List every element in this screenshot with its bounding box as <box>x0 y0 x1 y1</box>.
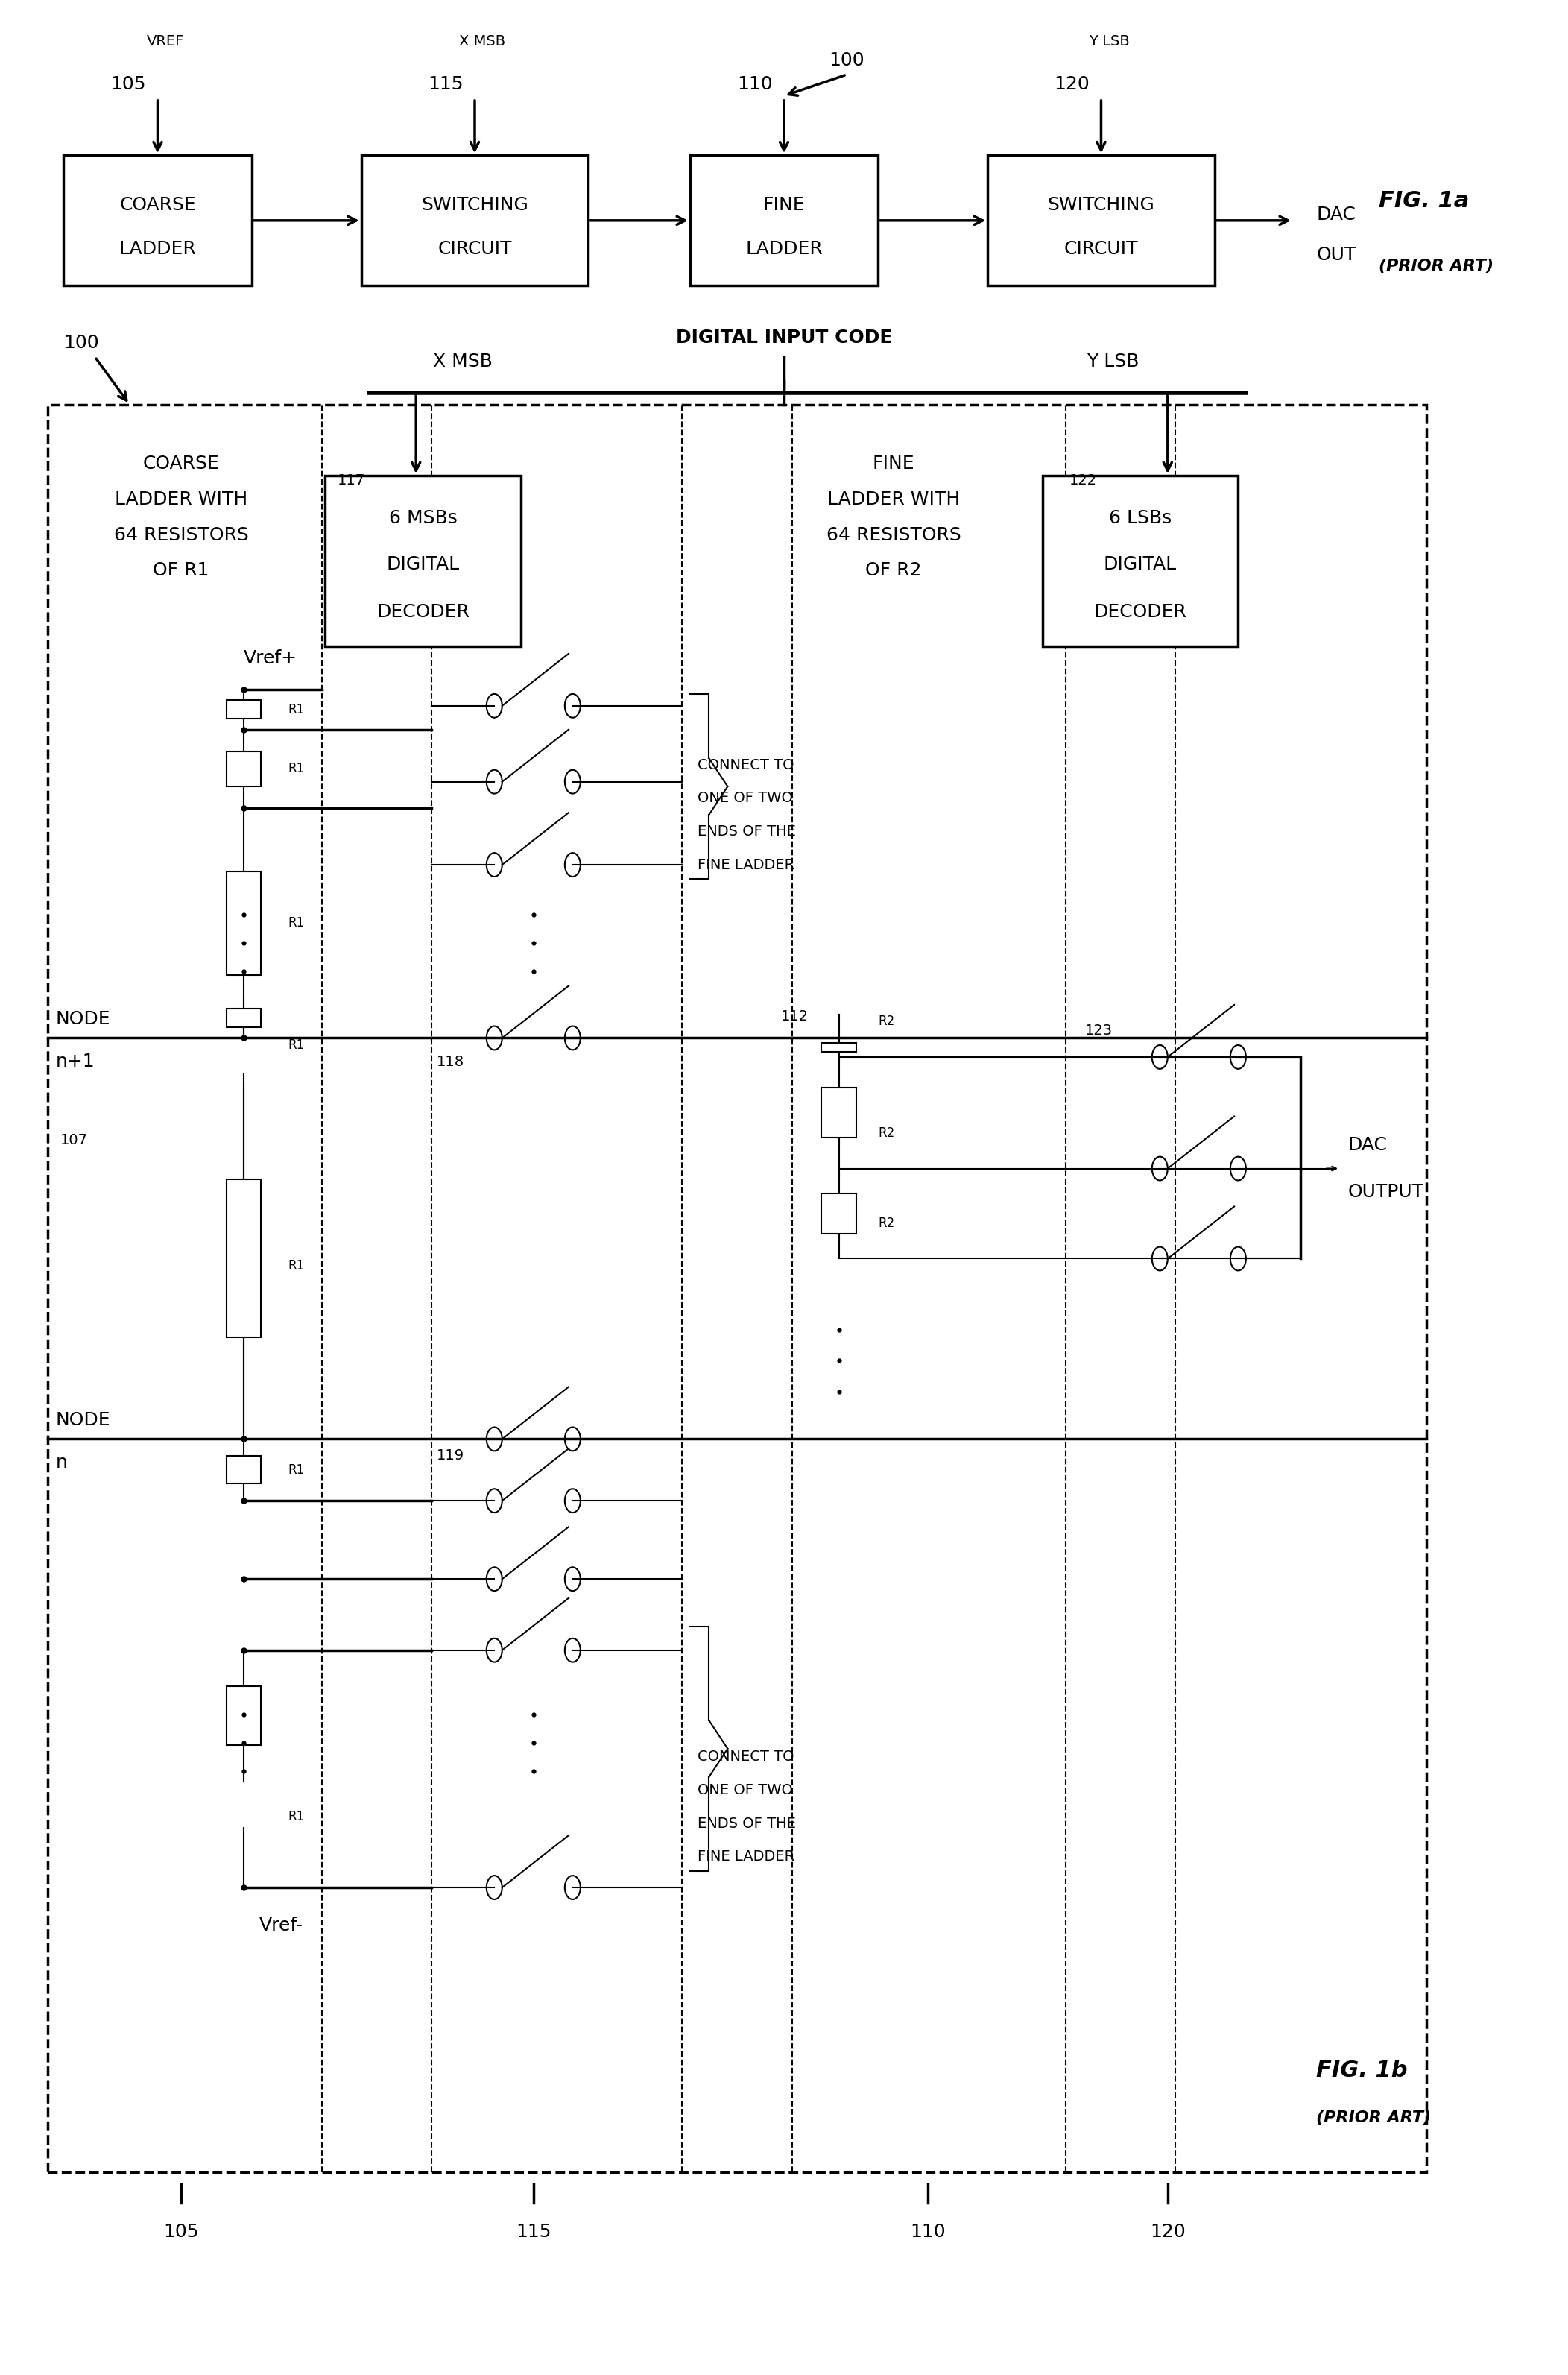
Text: R1: R1 <box>287 1038 304 1052</box>
Text: 100: 100 <box>64 335 99 352</box>
Text: NODE: NODE <box>56 1009 111 1028</box>
Text: Vref-: Vref- <box>259 1917 303 1933</box>
Text: ENDS OF THE: ENDS OF THE <box>698 824 797 838</box>
Text: 64 RESISTORS: 64 RESISTORS <box>826 525 961 544</box>
Text: 115: 115 <box>516 2223 550 2240</box>
Text: CONNECT TO: CONNECT TO <box>698 1750 795 1765</box>
Text: 107: 107 <box>61 1133 88 1147</box>
Text: LADDER: LADDER <box>745 240 823 259</box>
Text: n+1: n+1 <box>56 1052 96 1071</box>
Text: NODE: NODE <box>56 1411 111 1430</box>
Text: 120: 120 <box>1149 2223 1185 2240</box>
Text: FINE: FINE <box>872 454 914 473</box>
Text: 117: 117 <box>337 473 365 487</box>
Bar <box>226 872 260 974</box>
Bar <box>226 1686 260 1746</box>
Text: 115: 115 <box>428 76 463 93</box>
Bar <box>64 154 251 285</box>
Text: 105: 105 <box>111 76 146 93</box>
Text: SWITCHING: SWITCHING <box>1047 195 1154 214</box>
Text: R1: R1 <box>287 1810 304 1824</box>
Text: ENDS OF THE: ENDS OF THE <box>698 1817 797 1831</box>
Text: DIGITAL INPUT CODE: DIGITAL INPUT CODE <box>676 330 892 347</box>
Text: OF R1: OF R1 <box>154 560 209 580</box>
Text: DAC: DAC <box>1348 1135 1388 1154</box>
Text: 100: 100 <box>829 52 864 69</box>
Bar <box>226 701 260 717</box>
Bar <box>361 154 588 285</box>
Text: R2: R2 <box>878 1014 894 1028</box>
Bar <box>822 1043 856 1052</box>
Text: VREF: VREF <box>147 33 183 48</box>
Text: R2: R2 <box>878 1126 894 1140</box>
Text: 105: 105 <box>163 2223 199 2240</box>
Bar <box>822 1192 856 1235</box>
Text: SWITCHING: SWITCHING <box>422 195 528 214</box>
Text: R1: R1 <box>287 703 304 717</box>
Bar <box>988 154 1215 285</box>
Text: X MSB: X MSB <box>459 33 506 48</box>
Text: R1: R1 <box>287 1259 304 1273</box>
Text: OF R2: OF R2 <box>866 560 922 580</box>
Text: 119: 119 <box>436 1449 464 1463</box>
Text: Vref+: Vref+ <box>243 648 298 667</box>
Text: FINE LADDER: FINE LADDER <box>698 857 795 872</box>
Text: LADDER: LADDER <box>119 240 196 259</box>
Bar <box>49 404 1425 2173</box>
Text: 112: 112 <box>781 1009 809 1024</box>
Text: R1: R1 <box>287 917 304 929</box>
Text: R1: R1 <box>287 762 304 774</box>
Text: OUT: OUT <box>1317 247 1356 264</box>
Text: DIGITAL: DIGITAL <box>1104 556 1178 572</box>
Text: COARSE: COARSE <box>119 195 196 214</box>
Bar <box>226 1180 260 1337</box>
Text: CIRCUIT: CIRCUIT <box>1065 240 1138 259</box>
Bar <box>690 154 878 285</box>
Text: 110: 110 <box>737 76 773 93</box>
Text: FIG. 1b: FIG. 1b <box>1317 2059 1408 2080</box>
Text: 120: 120 <box>1054 76 1090 93</box>
Text: 64 RESISTORS: 64 RESISTORS <box>114 525 248 544</box>
Bar <box>822 1088 856 1138</box>
Text: Y LSB: Y LSB <box>1087 354 1138 370</box>
Text: ONE OF TWO: ONE OF TWO <box>698 791 793 805</box>
Text: DAC: DAC <box>1317 207 1356 223</box>
Text: 110: 110 <box>911 2223 946 2240</box>
Text: (PRIOR ART): (PRIOR ART) <box>1317 2111 1432 2126</box>
Text: DECODER: DECODER <box>376 603 469 622</box>
Text: (PRIOR ART): (PRIOR ART) <box>1378 259 1494 273</box>
Text: FIG. 1a: FIG. 1a <box>1378 190 1469 211</box>
Text: LADDER WITH: LADDER WITH <box>828 489 960 508</box>
Bar <box>226 750 260 786</box>
Text: DIGITAL: DIGITAL <box>386 556 459 572</box>
Text: CIRCUIT: CIRCUIT <box>437 240 511 259</box>
Text: Y LSB: Y LSB <box>1088 33 1129 48</box>
Text: COARSE: COARSE <box>143 454 220 473</box>
Text: 123: 123 <box>1085 1024 1112 1038</box>
Bar <box>325 475 521 646</box>
Text: FINE LADDER: FINE LADDER <box>698 1850 795 1864</box>
Text: R1: R1 <box>287 1463 304 1477</box>
Text: 118: 118 <box>436 1054 464 1069</box>
Text: R2: R2 <box>878 1216 894 1230</box>
Text: X MSB: X MSB <box>433 354 492 370</box>
Text: ONE OF TWO: ONE OF TWO <box>698 1784 793 1798</box>
Text: n: n <box>56 1454 67 1472</box>
Bar <box>1043 475 1239 646</box>
Text: CONNECT TO: CONNECT TO <box>698 758 795 772</box>
Text: 122: 122 <box>1069 473 1096 487</box>
Bar <box>226 1456 260 1484</box>
Text: DECODER: DECODER <box>1094 603 1187 622</box>
Text: OUTPUT: OUTPUT <box>1348 1183 1424 1202</box>
Text: LADDER WITH: LADDER WITH <box>114 489 248 508</box>
Text: FINE: FINE <box>764 195 804 214</box>
Text: 6 MSBs: 6 MSBs <box>389 508 458 527</box>
Text: 6 LSBs: 6 LSBs <box>1109 508 1171 527</box>
Bar <box>226 1009 260 1026</box>
